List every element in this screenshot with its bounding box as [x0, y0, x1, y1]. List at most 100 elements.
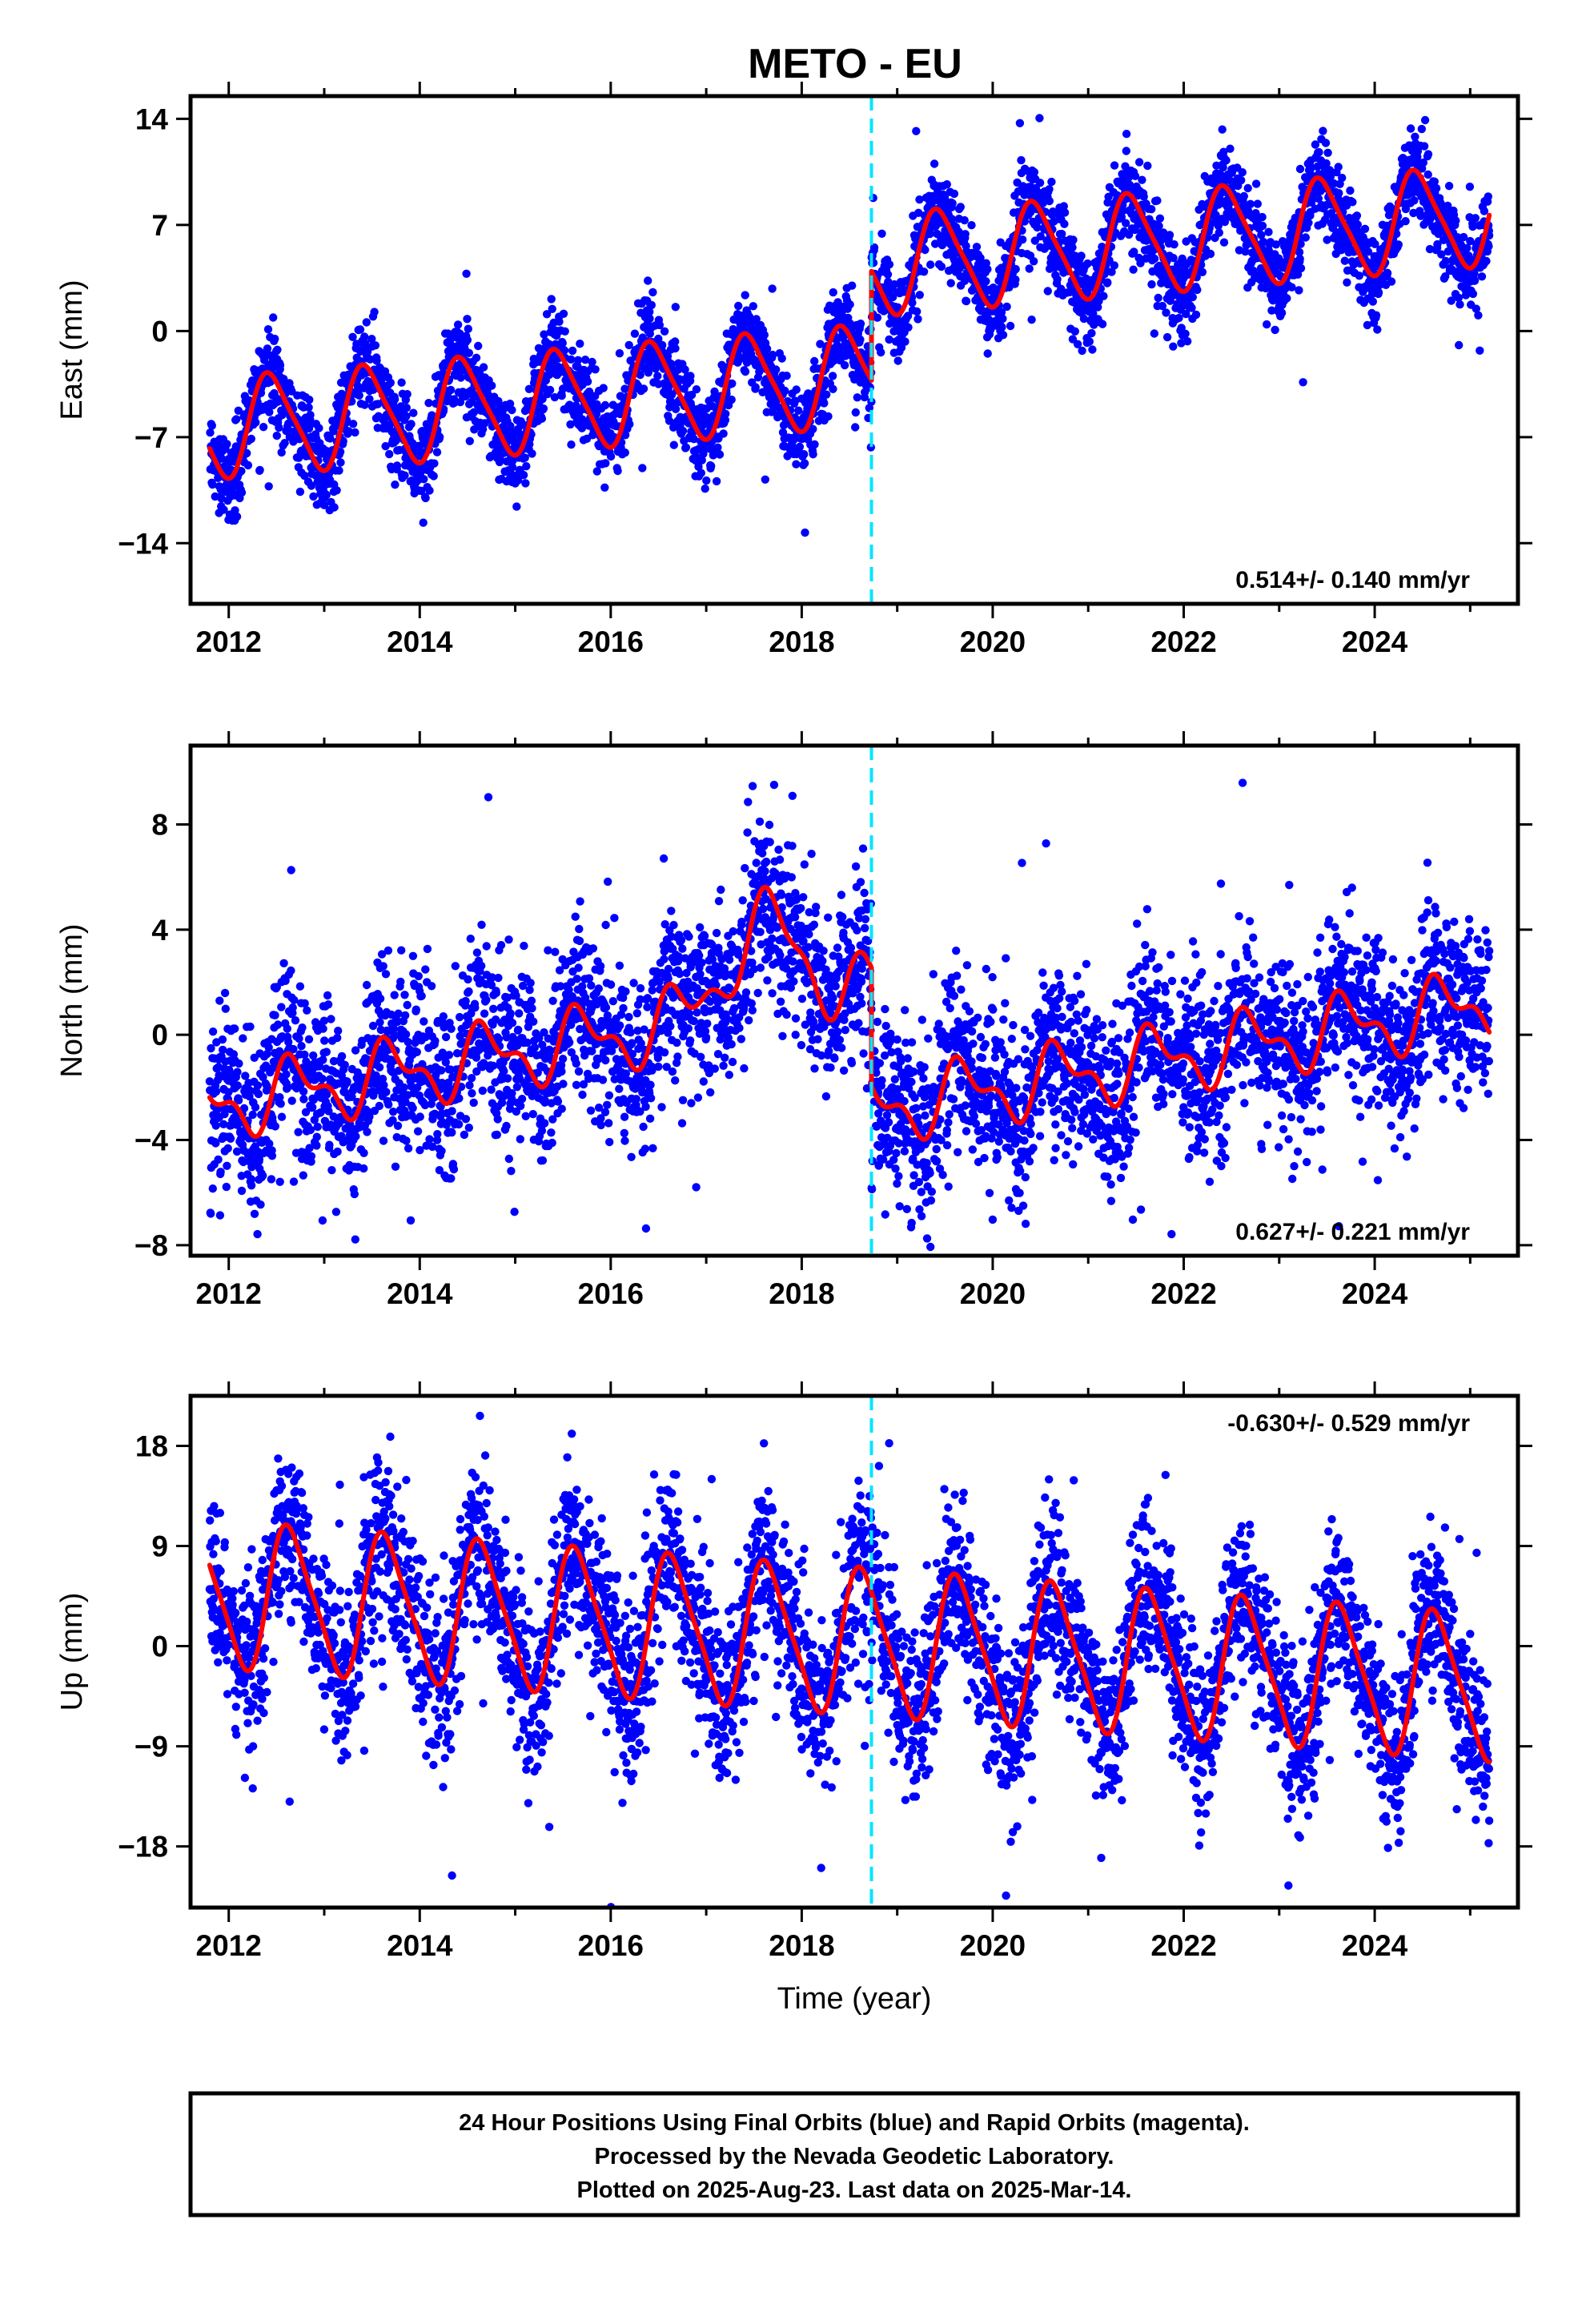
east-y-tick-label: 7 [151, 209, 168, 242]
east-data-point [921, 245, 930, 255]
east-data-point [263, 344, 272, 353]
east-data-point [1150, 254, 1159, 263]
east-data-point [833, 340, 841, 350]
east-x-tick-label: 2020 [960, 625, 1026, 658]
east-data-point [600, 483, 609, 492]
east-data-point [671, 344, 680, 353]
east-data-point [326, 434, 335, 443]
east-data-point [1263, 320, 1271, 329]
east-data-point [721, 416, 730, 424]
east-data-point [304, 403, 313, 412]
east-data-point [329, 427, 338, 436]
east-data-point [946, 279, 955, 287]
east-data-point [464, 348, 473, 357]
east-data-point [1243, 183, 1252, 193]
east-data-point [772, 365, 781, 374]
north-data-point [288, 1003, 297, 1012]
east-data-point [707, 461, 716, 471]
east-data-point [967, 221, 976, 230]
east-data-point [1006, 321, 1015, 331]
east-data-point [624, 340, 633, 350]
north-data-point [294, 1128, 303, 1136]
north-data-point [267, 1175, 276, 1184]
east-data-point [371, 341, 380, 350]
east-data-point [207, 421, 216, 430]
north-data-point [337, 1051, 347, 1061]
east-data-point [432, 448, 442, 456]
east-data-point [1465, 183, 1475, 191]
east-data-point [660, 327, 669, 336]
east-data-point [1394, 240, 1403, 249]
east-data-point [1218, 125, 1227, 134]
east-data-point [232, 415, 241, 424]
east-data-point [1251, 179, 1261, 188]
east-data-point [1226, 144, 1235, 153]
east-data-point [1191, 310, 1201, 320]
north-data-point [214, 1155, 223, 1164]
north-data-point [283, 1024, 291, 1033]
east-data-point [465, 436, 474, 445]
north-data-point [223, 1144, 232, 1153]
east-data-point [606, 452, 616, 461]
east-y-tick-label: −7 [135, 421, 168, 454]
east-data-point [620, 448, 629, 457]
east-data-point [1183, 337, 1192, 346]
north-data-point [251, 1103, 260, 1112]
east-data-point [702, 476, 711, 485]
east-data-point [829, 384, 837, 393]
east-data-point [1047, 177, 1056, 187]
east-data-point [560, 346, 569, 355]
east-data-point [762, 344, 772, 353]
east-data-point [1296, 263, 1306, 273]
north-data-point [267, 1152, 277, 1160]
north-data-point [211, 1121, 220, 1130]
east-data-point [555, 317, 564, 326]
north-data-point [320, 1036, 329, 1045]
east-data-point [463, 315, 472, 324]
east-data-point [869, 243, 879, 252]
east-data-point [1480, 207, 1489, 215]
east-data-point [904, 323, 913, 332]
east-data-point [1319, 127, 1327, 135]
east-data-point [275, 423, 283, 432]
north-data-point [327, 1166, 336, 1175]
east-data-point [277, 448, 286, 457]
east-data-point [1077, 251, 1086, 260]
east-data-point [1338, 173, 1347, 183]
east-data-point [1482, 256, 1491, 266]
north-data-point [299, 1087, 308, 1096]
east-data-point [428, 411, 436, 420]
east-data-point [790, 396, 800, 405]
east-data-point [681, 365, 689, 374]
east-data-point [1468, 289, 1478, 299]
east-data-point [559, 309, 568, 318]
east-data-point [1371, 311, 1381, 320]
north-data-point [359, 1148, 368, 1158]
east-data-point [948, 199, 957, 207]
north-data-point [318, 1074, 327, 1084]
east-data-point [1085, 337, 1094, 346]
east-data-point [416, 486, 426, 496]
east-data-point [644, 276, 652, 285]
east-velocity-label: 0.514+/- 0.140 mm/yr [1235, 567, 1470, 593]
east-data-point [453, 320, 463, 329]
east-data-point [873, 313, 882, 322]
east-data-point [505, 400, 515, 408]
east-data-point [263, 325, 273, 334]
east-data-point [715, 450, 725, 459]
north-data-point [246, 1022, 255, 1031]
east-data-point [889, 279, 899, 289]
east-data-point [856, 335, 865, 344]
east-data-point [1198, 267, 1207, 276]
east-data-point [1477, 272, 1487, 281]
north-data-point [250, 1209, 259, 1219]
east-data-point [1098, 320, 1107, 328]
north-data-point [248, 1110, 257, 1120]
north-data-point [253, 1229, 262, 1239]
east-data-point [330, 503, 339, 512]
east-data-point [1078, 346, 1086, 356]
north-data-point [340, 1060, 349, 1070]
east-data-point [474, 341, 483, 351]
east-data-point [1423, 170, 1432, 179]
east-data-point [402, 412, 411, 420]
